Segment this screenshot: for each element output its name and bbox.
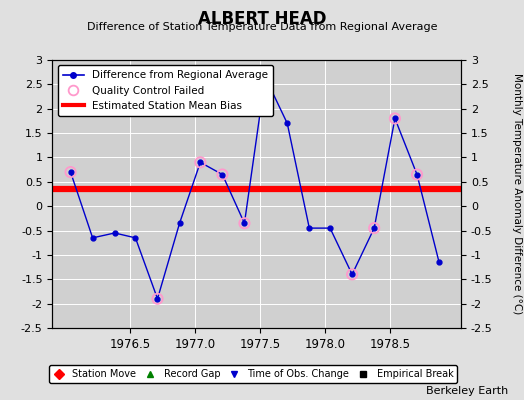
Text: Berkeley Earth: Berkeley Earth [426,386,508,396]
Y-axis label: Monthly Temperature Anomaly Difference (°C): Monthly Temperature Anomaly Difference (… [512,73,522,315]
Point [413,171,421,178]
Point [261,74,269,80]
Text: Difference of Station Temperature Data from Regional Average: Difference of Station Temperature Data f… [87,22,437,32]
Point [154,296,162,302]
Text: ALBERT HEAD: ALBERT HEAD [198,10,326,28]
Point [370,225,378,231]
Point [348,271,356,278]
Point [67,169,75,175]
Point [391,115,399,122]
Point [196,159,204,166]
Point [240,220,248,226]
Point [218,171,226,178]
Legend: Station Move, Record Gap, Time of Obs. Change, Empirical Break: Station Move, Record Gap, Time of Obs. C… [49,365,457,383]
